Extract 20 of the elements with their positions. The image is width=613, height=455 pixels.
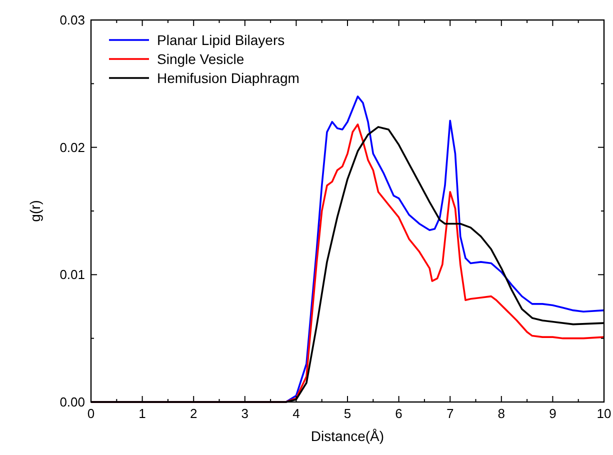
legend-label: Single Vesicle	[157, 51, 244, 67]
x-tick-label: 2	[190, 406, 198, 421]
x-tick-label: 5	[344, 406, 352, 421]
y-tick-label: 0.00	[60, 394, 85, 410]
y-axis-title: g(r)	[27, 200, 43, 222]
x-tick-label: 9	[549, 406, 556, 421]
y-tick-label: 0.02	[60, 140, 85, 155]
y-tick-label: 0.03	[60, 12, 85, 28]
legend-label: Hemifusion Diaphragm	[157, 70, 300, 86]
x-tick-label: 6	[395, 406, 402, 421]
legend-label: Planar Lipid Bilayers	[157, 32, 285, 48]
x-axis-title: Distance(Å)	[310, 428, 384, 444]
y-tick-label: 0.01	[60, 267, 85, 282]
x-tick-label: 10	[596, 406, 612, 421]
x-tick-label: 8	[498, 406, 506, 421]
x-tick-label: 1	[138, 406, 146, 421]
x-tick-label: 7	[446, 406, 454, 421]
x-tick-label: 4	[292, 406, 300, 421]
x-tick-label: 3	[241, 406, 249, 421]
x-tick-label: 0	[87, 406, 95, 421]
